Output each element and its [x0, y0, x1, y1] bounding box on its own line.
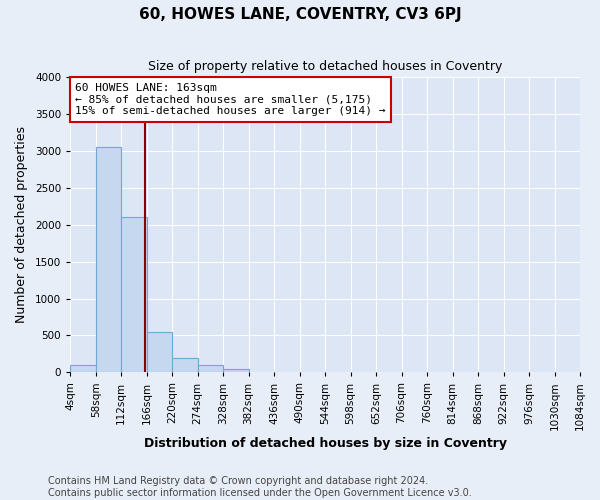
Bar	[96, 147, 121, 372]
Text: 60 HOWES LANE: 163sqm
← 85% of detached houses are smaller (5,175)
15% of semi-d: 60 HOWES LANE: 163sqm ← 85% of detached …	[76, 83, 386, 116]
Bar	[121, 218, 146, 372]
Bar	[197, 365, 223, 372]
Bar	[172, 358, 197, 372]
Bar	[146, 332, 172, 372]
Bar	[223, 368, 248, 372]
X-axis label: Distribution of detached houses by size in Coventry: Distribution of detached houses by size …	[143, 437, 506, 450]
Title: Size of property relative to detached houses in Coventry: Size of property relative to detached ho…	[148, 60, 502, 73]
Bar	[70, 365, 96, 372]
Y-axis label: Number of detached properties: Number of detached properties	[15, 126, 28, 323]
Text: 60, HOWES LANE, COVENTRY, CV3 6PJ: 60, HOWES LANE, COVENTRY, CV3 6PJ	[139, 8, 461, 22]
Text: Contains HM Land Registry data © Crown copyright and database right 2024.
Contai: Contains HM Land Registry data © Crown c…	[48, 476, 472, 498]
